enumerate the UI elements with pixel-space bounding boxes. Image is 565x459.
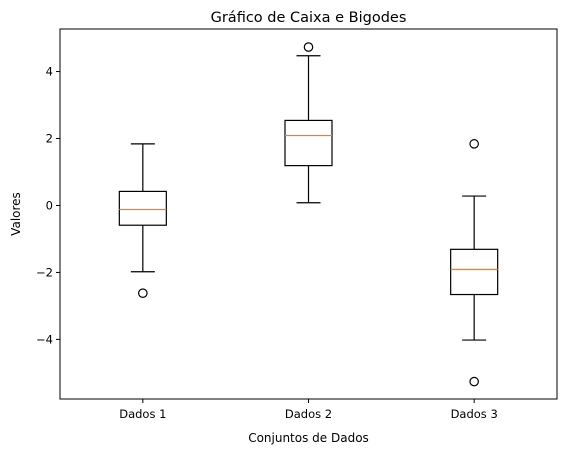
box-iqr	[118, 190, 167, 226]
x-axis: Dados 1 Dados 2 Dados 3	[119, 399, 498, 421]
box-group	[284, 42, 333, 204]
y-tick-label: −2	[36, 265, 53, 279]
y-tick-label: 4	[46, 65, 53, 79]
x-tick-label: Dados 3	[451, 407, 498, 421]
y-tick-label: −4	[36, 332, 53, 346]
x-tick-label: Dados 2	[285, 407, 332, 421]
x-tick-label: Dados 1	[119, 407, 166, 421]
y-axis: −4 −2 0 2 4	[36, 65, 60, 346]
outlier-point	[469, 139, 479, 149]
box-group	[450, 139, 499, 387]
y-tick-label: 2	[46, 131, 53, 145]
plot-marks	[118, 42, 499, 387]
box-group	[118, 143, 167, 298]
outlier-point	[138, 288, 148, 298]
box-iqr	[450, 248, 499, 296]
outlier-point	[469, 376, 479, 387]
y-axis-label: Valores	[9, 192, 23, 236]
box-iqr	[284, 119, 333, 167]
x-axis-label: Conjuntos de Dados	[248, 431, 369, 445]
outlier-point	[303, 42, 314, 52]
chart-title: Gráfico de Caixa e Bigodes	[211, 10, 407, 26]
y-tick-label: 0	[46, 198, 53, 212]
